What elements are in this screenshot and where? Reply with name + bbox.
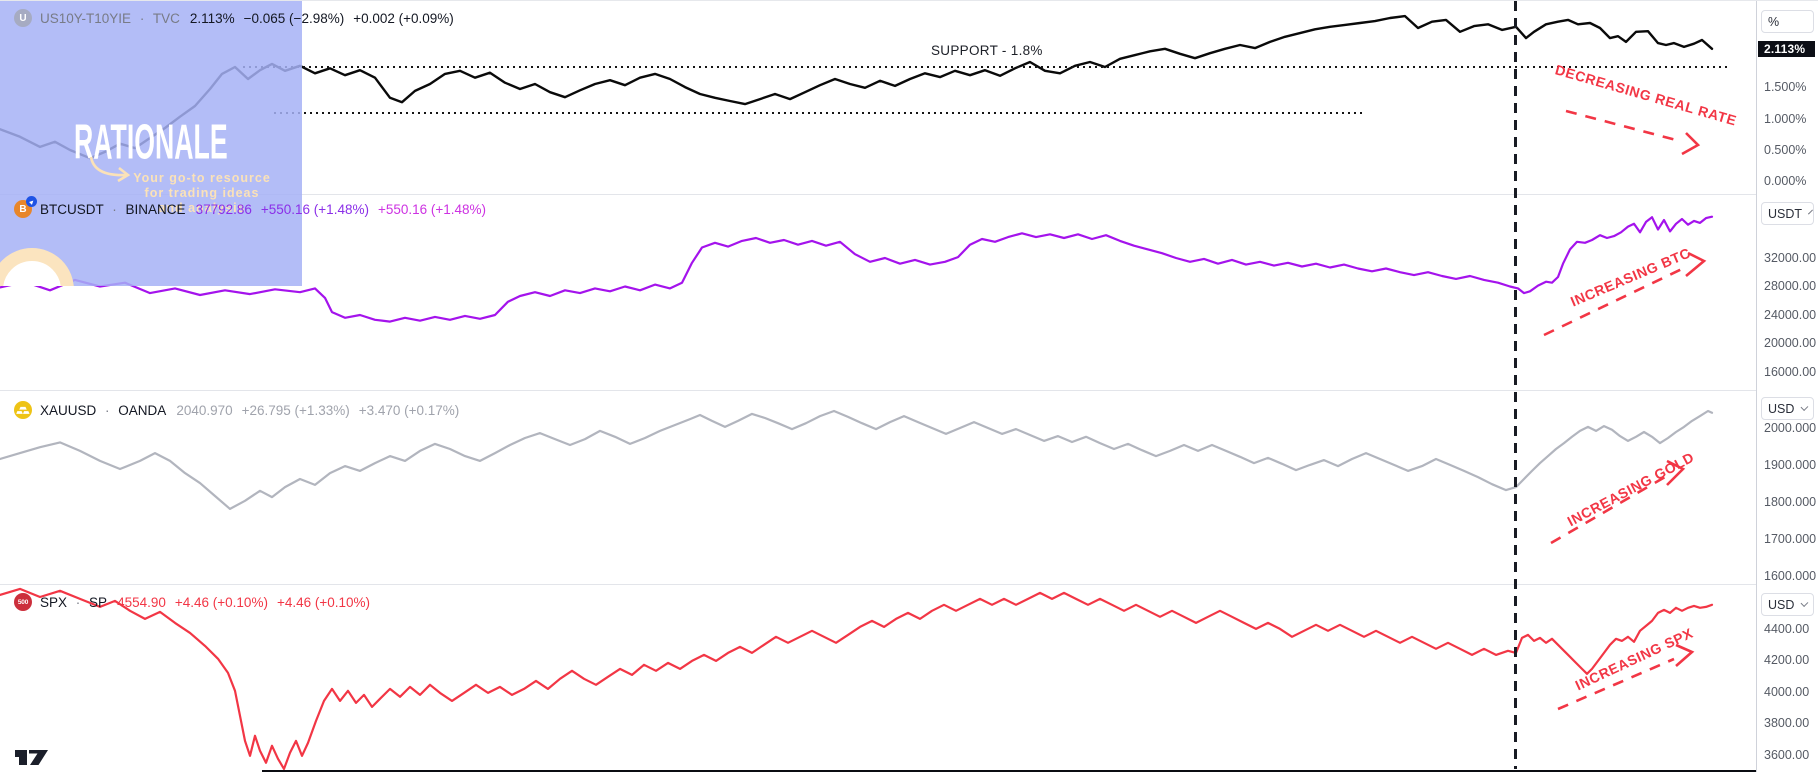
scale-tick: 1900.000	[1764, 458, 1817, 472]
trend-arrow-up-icon[interactable]	[1538, 249, 1713, 344]
legend-value: 2.113%	[189, 10, 235, 26]
tagline-line-3: and analysis	[158, 201, 246, 215]
rationale-watermark: RATIONALE Your go-to resource for tradin…	[0, 1, 302, 286]
tradingview-logo-icon[interactable]	[14, 744, 50, 768]
unit-button-percent[interactable]: %	[1761, 10, 1814, 33]
scale-tick: 1.500%	[1764, 80, 1807, 94]
legend-value: +550.16 (+1.48%)	[377, 201, 487, 217]
scale-tick: 3800.00	[1764, 716, 1810, 730]
support-line-1.8[interactable]	[243, 66, 1728, 68]
btc-icon: B ▸	[14, 196, 37, 218]
scale-tick: 0.000%	[1764, 174, 1807, 188]
legend-values: 2040.970 +26.795 (+1.33%) +3.470 (+0.17%)	[176, 403, 459, 418]
legend-spx[interactable]: 500 SPX · SP 4554.90 +4.46 (+0.10%) +4.46 …	[14, 593, 370, 611]
price-scale[interactable]: % USDT USD USD 1.500% 1.000% 0.500% 0.000% 3…	[1756, 1, 1818, 772]
support-line-1.1[interactable]	[274, 112, 1363, 114]
gold-bars-icon	[16, 406, 30, 414]
symbol-title[interactable]: BTCUSDT · BINANCE	[40, 201, 186, 217]
trend-arrow-up-icon[interactable]	[1545, 459, 1695, 551]
unit-button-usdt[interactable]: USDT	[1761, 202, 1814, 225]
tagline-line-2: for trading ideas	[144, 186, 260, 200]
trend-arrow-down-icon[interactable]	[1558, 103, 1708, 161]
curved-arrow-icon	[89, 156, 131, 183]
legend-btcusdt[interactable]: B ▸ BTCUSDT · BINANCE 37792.86 +550.16 (+…	[14, 196, 487, 218]
symbol-title[interactable]: XAUUSD · OANDA	[40, 402, 167, 418]
legend-value: 37792.86	[195, 201, 252, 217]
scale-tick: 32000.00	[1764, 251, 1817, 265]
scale-tick: 16000.00	[1764, 365, 1817, 379]
legend-values: 37792.86 +550.16 (+1.48%) +550.16 (+1.48%)	[196, 202, 487, 217]
trend-arrow-up-icon[interactable]	[1552, 643, 1702, 715]
pane-separator-2[interactable]	[0, 390, 1756, 391]
legend-xauusd[interactable]: XAUUSD · OANDA 2040.970 +26.795 (+1.33%) +…	[14, 401, 459, 419]
tagline-line-1: Your go-to resource	[133, 171, 271, 185]
legend-values: 4554.90 +4.46 (+0.10%) +4.46 (+0.10%)	[117, 595, 370, 610]
legend-value: +3.470 (+0.17%)	[358, 402, 460, 418]
series-line-xauusd[interactable]	[0, 409, 1714, 510]
symbol-title[interactable]: US10Y-T10YIE · TVC	[40, 10, 180, 26]
legend-value: 2040.970	[176, 402, 233, 418]
chevron-down-icon	[1800, 403, 1809, 411]
scale-tick: 1.000%	[1764, 112, 1807, 126]
scale-tick: 1600.000	[1764, 569, 1817, 583]
btc-mini-arrow-icon: ▸	[26, 196, 37, 207]
scale-tick: 20000.00	[1764, 336, 1817, 350]
chevron-down-icon	[1800, 599, 1809, 607]
brand-wordmark: RATIONALE	[74, 114, 228, 170]
series-line-spx[interactable]	[0, 587, 1714, 771]
scale-tick: 2000.000	[1764, 421, 1817, 435]
bottom-edge-bar	[262, 770, 1756, 772]
symbol-title[interactable]: SPX · SP	[40, 594, 108, 610]
legend-value: −0.065 (−2.98%)	[243, 10, 345, 26]
scale-tick: 1800.000	[1764, 495, 1817, 509]
support-label[interactable]: SUPPORT - 1.8%	[931, 43, 1043, 58]
legend-values: 2.113% −0.065 (−2.98%) +0.002 (+0.09%)	[190, 11, 454, 26]
scale-tick: 0.500%	[1764, 143, 1807, 157]
gold-icon	[14, 401, 32, 419]
chevron-down-icon	[1808, 209, 1814, 215]
icon-glyph: 500	[17, 598, 29, 606]
scale-tick: 3600.00	[1764, 748, 1810, 762]
pane-separator-1[interactable]	[0, 194, 1756, 195]
unit-button-usd-gold[interactable]: USD	[1761, 397, 1814, 420]
last-price-badge: 2.113%	[1758, 41, 1815, 57]
vertical-dashed-line[interactable]	[1514, 1, 1517, 769]
scale-tick: 24000.00	[1764, 308, 1817, 322]
legend-value: +4.46 (+0.10%)	[276, 594, 371, 610]
scale-tick: 4200.00	[1764, 653, 1810, 667]
icon-glyph: U	[19, 12, 27, 24]
unit-button-usd-spx[interactable]: USD	[1761, 593, 1814, 616]
sp500-icon: 500	[14, 593, 32, 611]
legend-value: 4554.90	[117, 594, 166, 610]
pane-separator-3[interactable]	[0, 584, 1756, 585]
scale-tick: 1700.000	[1764, 532, 1817, 546]
legend-value: +0.002 (+0.09%)	[353, 10, 454, 26]
scale-tick: 28000.00	[1764, 279, 1817, 293]
icon-glyph: B	[19, 203, 27, 215]
ring-graphic	[0, 248, 74, 286]
us-bond-icon: U	[14, 9, 32, 27]
scale-tick: 4400.00	[1764, 622, 1810, 636]
legend-value: +4.46 (+0.10%)	[174, 594, 268, 610]
legend-value: +26.795 (+1.33%)	[241, 402, 350, 418]
legend-us10y[interactable]: U US10Y-T10YIE · TVC 2.113% −0.065 (−2.98…	[14, 9, 454, 27]
scale-tick: 4000.00	[1764, 685, 1810, 699]
legend-value: +550.16 (+1.48%)	[260, 201, 369, 217]
